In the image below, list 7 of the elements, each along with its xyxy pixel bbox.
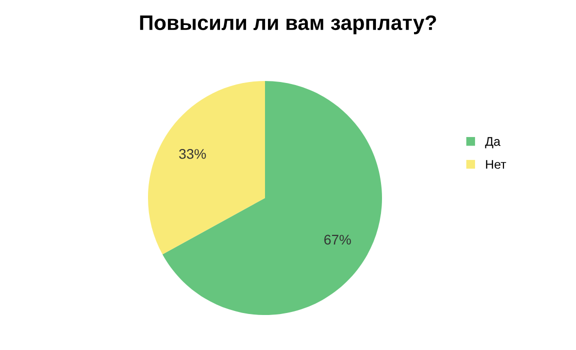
data-label: 33% bbox=[179, 149, 206, 159]
pie-slice bbox=[148, 81, 265, 254]
legend-label: Нет bbox=[486, 160, 506, 169]
data-label: 67% bbox=[324, 234, 351, 245]
chart-title: Повысили ли вам зарплату? bbox=[140, 15, 436, 34]
legend-label: Да bbox=[485, 137, 500, 148]
pie-slice bbox=[162, 81, 382, 315]
